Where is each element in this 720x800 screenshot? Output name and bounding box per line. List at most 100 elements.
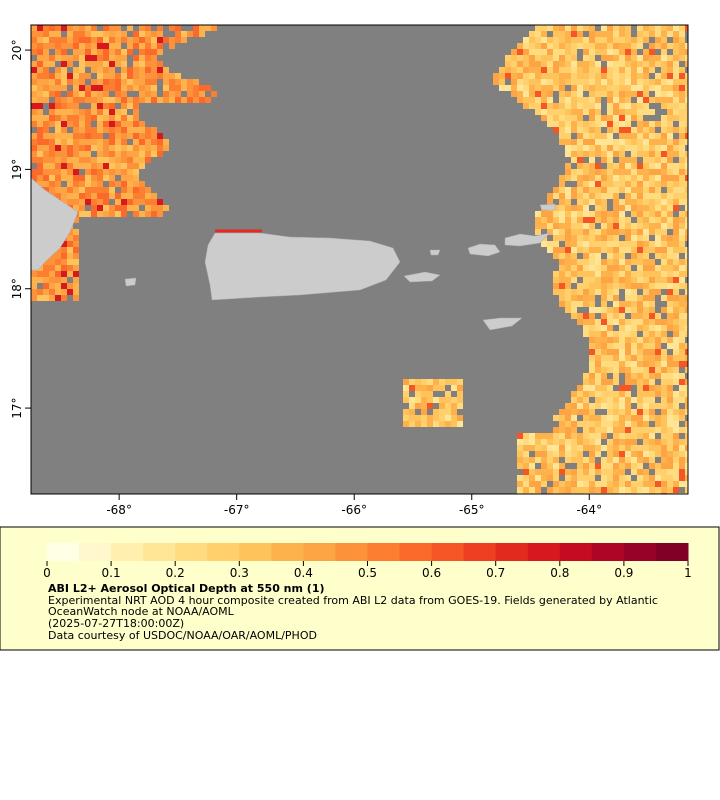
aerosol-cell [37,163,43,169]
aerosol-cell [643,271,649,277]
aerosol-cell [535,475,541,481]
aerosol-cell [49,25,55,31]
aerosol-cell [175,79,181,85]
aerosol-cell [565,31,571,37]
aerosol-cell [61,289,67,295]
aerosol-cell [589,241,595,247]
aerosol-cell [517,487,523,493]
aerosol-cell [577,109,583,115]
aerosol-cell [583,73,589,79]
aerosol-cell [619,241,625,247]
aerosol-cell [637,91,643,97]
aerosol-cell [625,415,631,421]
aerosol-cell [103,199,109,205]
aerosol-cell [571,211,577,217]
aerosol-cell [163,205,169,211]
aerosol-cell [583,163,589,169]
aerosol-cell [685,43,688,49]
aerosol-cell [661,31,667,37]
aerosol-cell [589,193,595,199]
aerosol-cell [109,133,115,139]
aerosol-cell [157,61,163,67]
aerosol-cell [589,223,595,229]
aerosol-cell [649,259,655,265]
aerosol-cell [559,211,565,217]
aerosol-cell [127,37,133,43]
aerosol-cell [127,97,133,103]
aerosol-cell [601,259,607,265]
aerosol-cell [607,427,613,433]
aerosol-cell [583,37,589,43]
aerosol-cell [541,31,547,37]
aerosol-cell [49,265,55,271]
aerosol-cell [619,283,625,289]
aerosol-cell [175,31,181,37]
aerosol-cell [625,475,631,481]
aerosol-cell [559,259,565,265]
aerosol-cell [67,151,73,157]
aerosol-cell [679,211,685,217]
aerosol-cell [601,265,607,271]
aerosol-cell [619,205,625,211]
aerosol-cell [109,187,115,193]
aerosol-cell [61,151,67,157]
aerosol-cell [133,175,139,181]
aerosol-cell [67,121,73,127]
aerosol-cell [619,79,625,85]
aerosol-cell [595,307,601,313]
aerosol-cell [55,271,61,277]
aerosol-cell [685,151,688,157]
aerosol-cell [631,361,637,367]
aerosol-cell [637,265,643,271]
aerosol-cell [613,355,619,361]
aerosol-cell [661,259,667,265]
aerosol-cell [673,367,679,373]
aerosol-cell [55,181,61,187]
aerosol-cell [625,241,631,247]
aerosol-cell [145,61,151,67]
aerosol-cell [643,433,649,439]
aerosol-cell [583,469,589,475]
aerosol-cell [115,25,121,31]
aerosol-cell [121,151,127,157]
aerosol-cell [55,67,61,73]
aerosol-cell [157,139,163,145]
aerosol-cell [121,175,127,181]
aerosol-cell [589,211,595,217]
aerosol-cell [595,361,601,367]
aerosol-cell [595,187,601,193]
aerosol-cell [139,181,145,187]
aerosol-cell [145,157,151,163]
aerosol-cell [667,307,673,313]
colorbar-tick-label: 0.7 [486,566,505,580]
aerosol-cell [535,61,541,67]
aerosol-cell [667,265,673,271]
aerosol-cell [667,157,673,163]
aerosol-cell [43,283,49,289]
aerosol-cell [127,175,133,181]
aerosol-cell [667,421,673,427]
aerosol-cell [67,187,73,193]
aerosol-cell [583,391,589,397]
aerosol-cell [661,325,667,331]
aerosol-cell [133,79,139,85]
aerosol-cell [607,475,613,481]
aerosol-cell [67,199,73,205]
aerosol-cell [643,181,649,187]
aerosol-cell [637,253,643,259]
aerosol-cell [577,487,583,493]
aerosol-cell [667,337,673,343]
aerosol-cell [649,325,655,331]
aerosol-cell [619,25,625,31]
aerosol-cell [571,439,577,445]
aerosol-cell [115,85,121,91]
aerosol-cell [583,55,589,61]
aerosol-cell [643,25,649,31]
aerosol-cell [583,43,589,49]
aerosol-cell [163,73,169,79]
aerosol-cell [667,223,673,229]
aerosol-cell [595,169,601,175]
aerosol-cell [37,115,43,121]
aerosol-cell [673,445,679,451]
aerosol-cell [679,121,685,127]
